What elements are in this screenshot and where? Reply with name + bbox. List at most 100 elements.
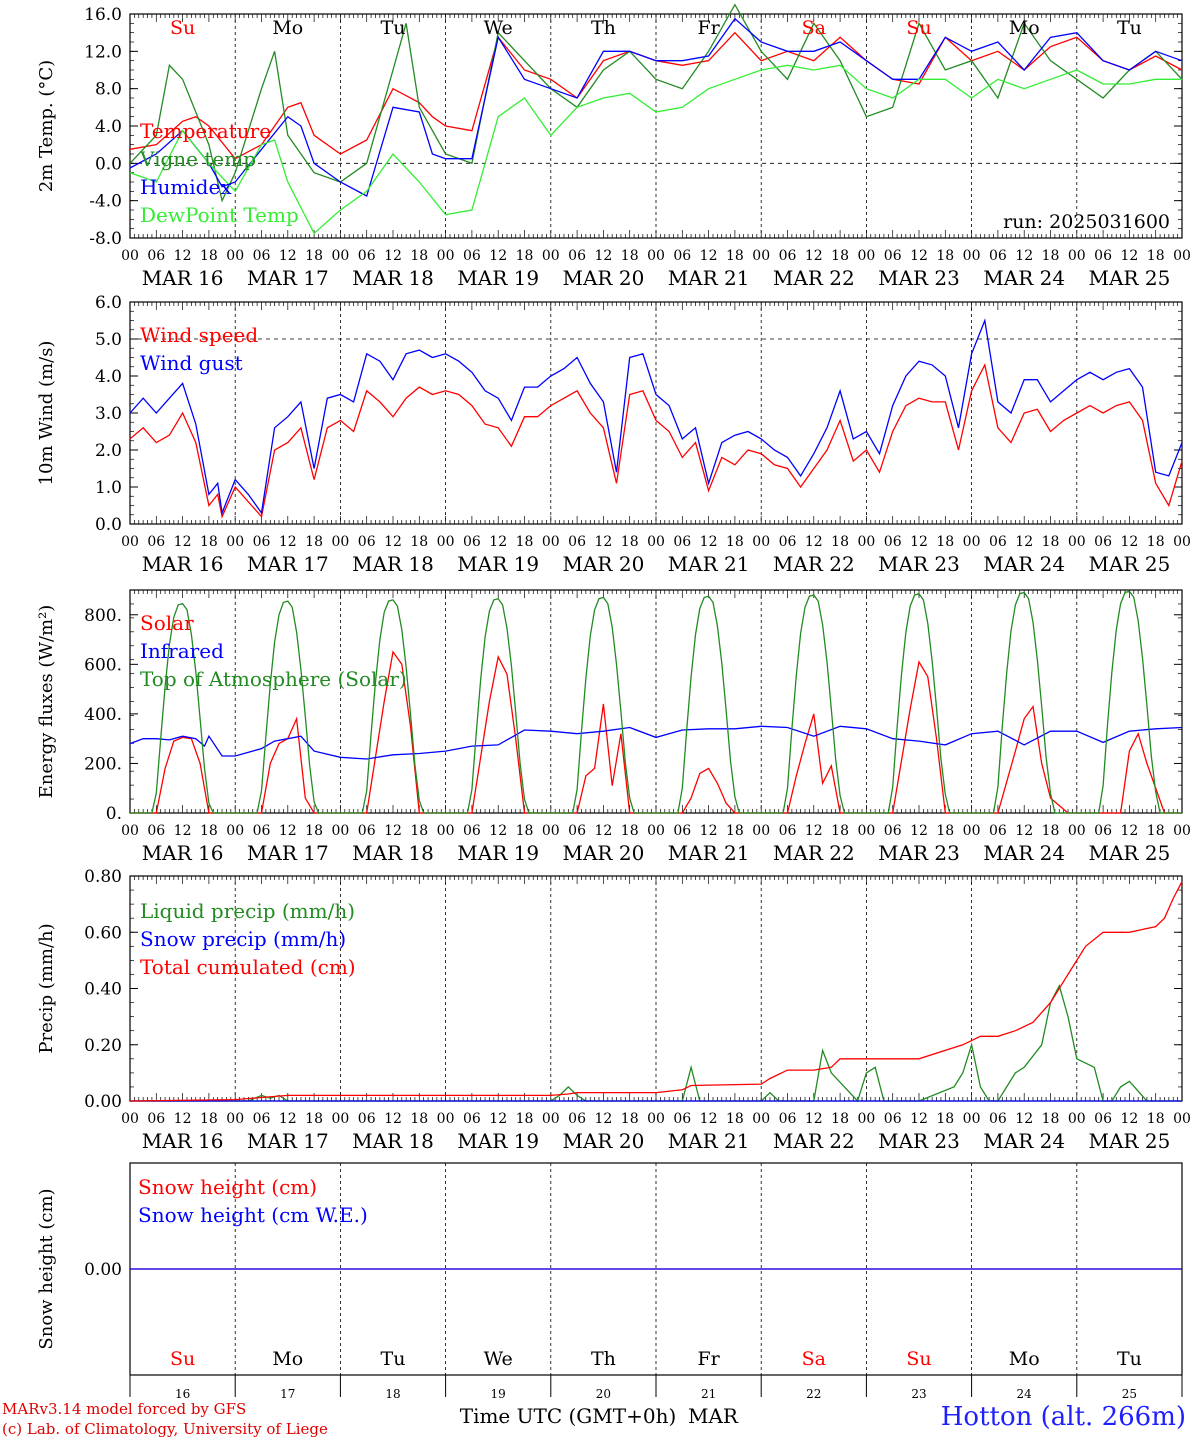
hour-tick-label: 12 — [700, 1111, 718, 1127]
hour-tick-label: 06 — [147, 248, 165, 264]
hour-tick-label: 12 — [700, 823, 718, 839]
hour-tick-label: 12 — [279, 248, 297, 264]
hour-tick-label: 12 — [174, 534, 192, 550]
hour-tick-label: 18 — [1042, 1111, 1060, 1127]
y-tick-label: 600. — [84, 655, 122, 675]
hour-tick-label: 00 — [331, 823, 349, 839]
hour-tick-label: 06 — [989, 823, 1007, 839]
hour-tick-label: 00 — [1173, 248, 1191, 264]
hour-tick-label: 18 — [621, 1111, 639, 1127]
station-name: Hotton (alt. 266m) — [940, 1402, 1186, 1432]
hour-tick-label: 06 — [1094, 1111, 1112, 1127]
y-tick-label: 6.0 — [95, 293, 122, 313]
hour-tick-label: 00 — [1068, 534, 1086, 550]
panel-5: 0.00 Snow height (cm) Snow height (cm) Snow… — [36, 1162, 1183, 1428]
date-label: MAR 20 — [563, 841, 645, 865]
date-label: MAR 20 — [563, 552, 645, 576]
hour-tick-label: 18 — [410, 1111, 428, 1127]
hour-tick-label: 12 — [700, 248, 718, 264]
x-axis-label: Time UTC (GMT+0h) — [460, 1404, 677, 1428]
hour-tick-label: 12 — [594, 823, 612, 839]
date-label: MAR 24 — [983, 266, 1065, 290]
y-tick-label: 2.0 — [95, 441, 122, 461]
legend-entry: Snow height (cm W.E.) — [138, 1203, 368, 1227]
hour-tick-label: 18 — [936, 823, 954, 839]
day-name: Fr — [697, 17, 720, 39]
date-label: MAR 21 — [668, 841, 750, 865]
y-axis-label: 10m Wind (m/s) — [36, 341, 57, 486]
hour-tick-label: 18 — [831, 534, 849, 550]
hour-tick-label: 00 — [752, 1111, 770, 1127]
hour-tick-label: 00 — [1173, 534, 1191, 550]
hour-tick-label: 12 — [805, 248, 823, 264]
hour-tick-label: 18 — [200, 534, 218, 550]
hour-tick-label: 18 — [200, 1111, 218, 1127]
date-label: MAR 25 — [1089, 1129, 1171, 1153]
day-number: 16 — [175, 1387, 190, 1401]
hour-tick-label: 06 — [779, 823, 797, 839]
hour-tick-label: 12 — [910, 248, 928, 264]
hour-tick-label: 00 — [647, 534, 665, 550]
day-name: Tu — [381, 17, 406, 39]
hour-tick-label: 18 — [305, 1111, 323, 1127]
hour-tick-label: 18 — [305, 534, 323, 550]
y-tick-label: 0.80 — [84, 867, 122, 887]
hour-tick-label: 00 — [542, 1111, 560, 1127]
date-label: MAR 17 — [247, 841, 329, 865]
hour-tick-label: 00 — [542, 248, 560, 264]
hour-tick-label: 06 — [1094, 248, 1112, 264]
y-tick-label: -4.0 — [89, 192, 122, 212]
y-tick-label: 4.0 — [95, 367, 122, 387]
hour-tick-label: 06 — [358, 534, 376, 550]
hour-tick-label: 18 — [621, 534, 639, 550]
hour-tick-label: 00 — [752, 534, 770, 550]
y-tick-label: -8.0 — [89, 229, 122, 249]
day-name: Sa — [802, 1348, 826, 1370]
legend-entry: Wind gust — [140, 351, 243, 375]
hour-tick-label: 18 — [726, 534, 744, 550]
legend-entry: DewPoint Temp — [140, 203, 299, 227]
y-tick-label: 0.00 — [84, 1260, 122, 1280]
date-label: MAR 20 — [563, 1129, 645, 1153]
series-line — [129, 318, 1183, 516]
y-tick-label: 12.0 — [84, 42, 122, 62]
date-label: MAR 18 — [352, 266, 434, 290]
hour-tick-label: 18 — [1042, 823, 1060, 839]
y-tick-label: 16.0 — [84, 5, 122, 25]
hour-tick-label: 00 — [1068, 1111, 1086, 1127]
plot-frame — [129, 589, 1183, 814]
day-name: We — [484, 17, 513, 39]
hour-tick-label: 00 — [437, 1111, 455, 1127]
hour-tick-label: 00 — [1173, 1111, 1191, 1127]
date-label: MAR 21 — [668, 266, 750, 290]
hour-tick-label: 18 — [1147, 1111, 1165, 1127]
hour-tick-label: 12 — [910, 534, 928, 550]
day-name: Mo — [272, 17, 303, 39]
hour-tick-label: 12 — [279, 823, 297, 839]
day-name: Mo — [272, 1348, 303, 1370]
day-number: 23 — [911, 1387, 926, 1401]
month-label: MAR — [688, 1404, 739, 1428]
hour-tick-label: 12 — [384, 248, 402, 264]
date-label: MAR 24 — [983, 841, 1065, 865]
hour-tick-label: 00 — [437, 534, 455, 550]
hour-tick-label: 06 — [1094, 823, 1112, 839]
hour-tick-label: 12 — [1120, 248, 1138, 264]
hour-tick-label: 12 — [910, 823, 928, 839]
date-label: MAR 19 — [457, 266, 539, 290]
date-label: MAR 22 — [773, 1129, 855, 1153]
y-tick-label: 200. — [84, 754, 122, 774]
hour-tick-label: 00 — [331, 534, 349, 550]
y-axis-label: Energy fluxes (W/m²) — [36, 605, 57, 799]
hour-tick-label: 06 — [253, 1111, 271, 1127]
y-axis-label: Snow height (cm) — [36, 1188, 57, 1349]
hour-tick-label: 12 — [279, 534, 297, 550]
hour-tick-label: 18 — [410, 534, 428, 550]
hour-tick-label: 00 — [437, 823, 455, 839]
y-tick-label: 0.00 — [84, 1092, 122, 1112]
hour-tick-label: 00 — [647, 1111, 665, 1127]
hour-tick-label: 00 — [226, 534, 244, 550]
hour-tick-label: 12 — [805, 534, 823, 550]
y-tick-label: 0.60 — [84, 923, 122, 943]
